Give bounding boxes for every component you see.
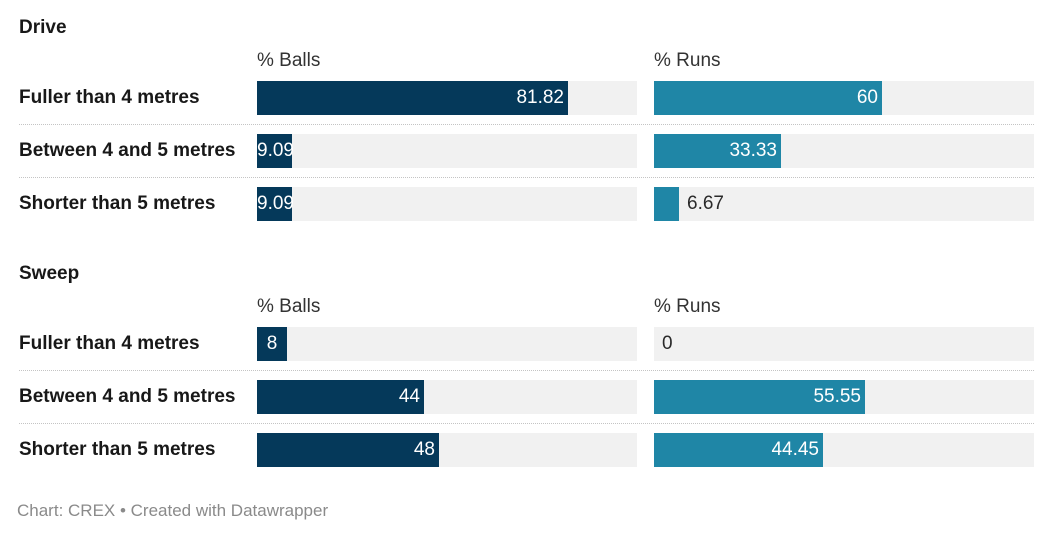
row-label: Between 4 and 5 metres	[19, 386, 236, 407]
row-separator	[19, 423, 1034, 424]
column-header-balls: % Balls	[257, 296, 321, 317]
runs-bar	[654, 81, 882, 115]
balls-value-label: 48	[413, 439, 435, 460]
chart-row: Between 4 and 5 metres 44 55.55	[0, 380, 1053, 414]
balls-bar	[257, 187, 292, 221]
group-title: Sweep	[19, 263, 80, 284]
runs-bar	[654, 380, 865, 414]
row-label: Between 4 and 5 metres	[19, 140, 236, 161]
runs-track: 55.55	[654, 380, 1034, 414]
balls-value-label: 9.09	[257, 140, 294, 161]
balls-track: 9.09	[257, 134, 637, 168]
balls-bar	[257, 433, 439, 467]
runs-value-label: 33.33	[729, 140, 777, 161]
runs-value-label: 0	[662, 333, 673, 354]
chart-row: Between 4 and 5 metres 9.09 33.33	[0, 134, 1053, 168]
runs-bar	[654, 187, 679, 221]
balls-track: 81.82	[257, 81, 637, 115]
chart-row: Fuller than 4 metres 8 0	[0, 327, 1053, 361]
footer-credit: Chart: CREX • Created with Datawrapper	[17, 501, 329, 520]
runs-track: 44.45	[654, 433, 1034, 467]
balls-value-label: 9.09	[257, 193, 294, 214]
balls-bar	[257, 81, 568, 115]
row-label: Fuller than 4 metres	[19, 333, 200, 354]
balls-value-label: 81.82	[516, 87, 564, 108]
runs-track: 33.33	[654, 134, 1034, 168]
balls-track: 9.09	[257, 187, 637, 221]
balls-track: 48	[257, 433, 637, 467]
row-label: Fuller than 4 metres	[19, 87, 200, 108]
runs-value-label: 60	[856, 87, 878, 108]
column-header-runs: % Runs	[654, 296, 721, 317]
row-separator	[19, 124, 1034, 125]
balls-track: 44	[257, 380, 637, 414]
group-title: Drive	[19, 17, 67, 38]
balls-bar	[257, 380, 424, 414]
balls-value-label: 8	[266, 333, 278, 354]
balls-bar	[257, 327, 287, 361]
runs-value-label: 55.55	[813, 386, 861, 407]
group-sweep: Sweep % Balls % Runs Fuller than 4 metre…	[0, 246, 1053, 476]
runs-value-label: 44.45	[771, 439, 819, 460]
runs-value-label: 6.67	[687, 193, 724, 214]
column-header-runs: % Runs	[654, 50, 721, 71]
row-label: Shorter than 5 metres	[19, 193, 216, 214]
runs-bar	[654, 433, 823, 467]
chart-row: Fuller than 4 metres 81.82 60	[0, 81, 1053, 115]
chart-row: Shorter than 5 metres 48 44.45	[0, 433, 1053, 467]
balls-track: 8	[257, 327, 637, 361]
row-label: Shorter than 5 metres	[19, 439, 216, 460]
runs-track: 60	[654, 81, 1034, 115]
row-separator	[19, 177, 1034, 178]
column-header-balls: % Balls	[257, 50, 321, 71]
runs-track: 0	[654, 327, 1034, 361]
balls-bar	[257, 134, 292, 168]
chart-row: Shorter than 5 metres 9.09 6.67	[0, 187, 1053, 221]
balls-value-label: 44	[398, 386, 420, 407]
row-separator	[19, 370, 1034, 371]
runs-bar	[654, 134, 781, 168]
runs-track: 6.67	[654, 187, 1034, 221]
group-drive: Drive % Balls % Runs Fuller than 4 metre…	[0, 0, 1053, 230]
